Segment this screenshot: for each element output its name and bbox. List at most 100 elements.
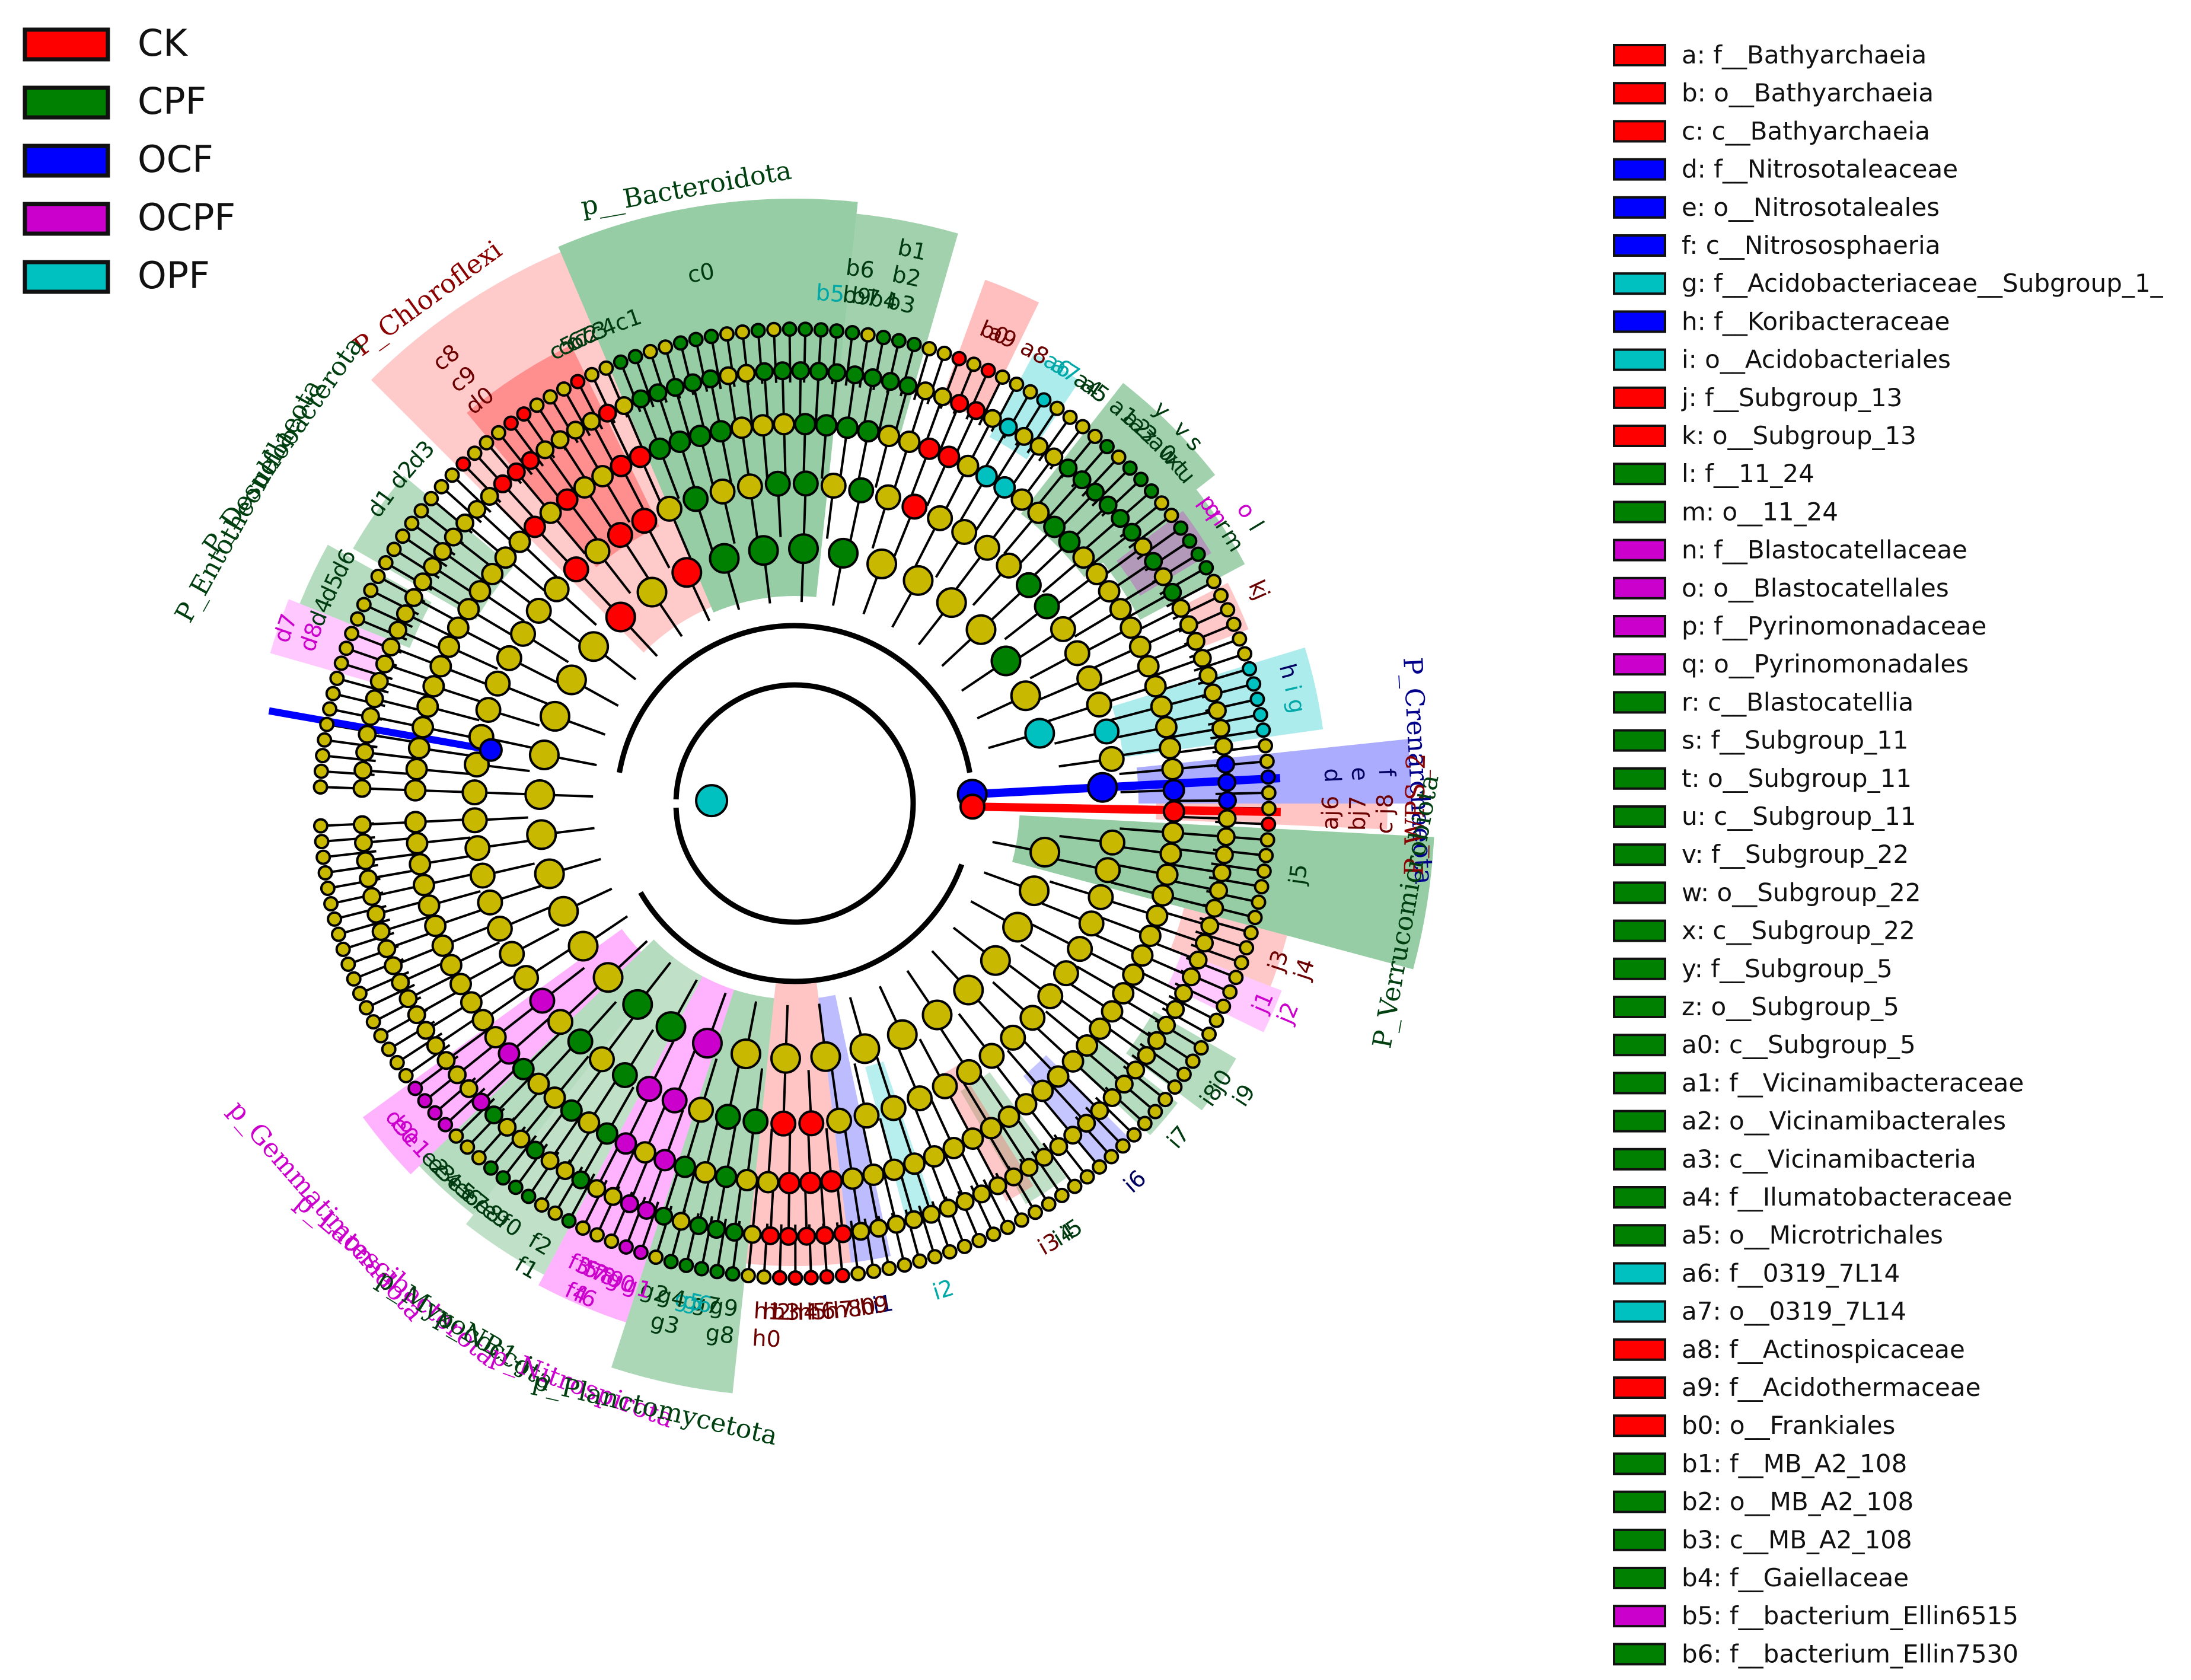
tree-branch	[1168, 994, 1217, 1022]
tree-node	[1254, 879, 1270, 895]
tree-node	[1216, 998, 1232, 1014]
key-swatch-y	[1613, 957, 1666, 980]
tree-node	[1209, 881, 1229, 900]
tree-ring-phylum-arc	[638, 863, 965, 984]
tree-node	[1047, 1065, 1070, 1088]
tree-node	[1216, 754, 1235, 774]
branch-wps2	[972, 802, 1281, 817]
tree-node	[325, 686, 341, 702]
key-swatch-l	[1613, 463, 1666, 486]
tree-node	[571, 1170, 591, 1190]
key-swatch-a6	[1613, 1262, 1666, 1285]
tree-node	[627, 349, 643, 365]
tree-node	[1076, 665, 1103, 692]
tree-node	[955, 1191, 975, 1211]
tree-node	[736, 473, 763, 500]
tree-node	[921, 1204, 941, 1224]
tree-node	[312, 779, 329, 795]
key-swatch-u	[1613, 805, 1666, 828]
tree-node	[352, 779, 372, 798]
tree-node	[942, 1136, 965, 1159]
tree-node	[779, 1226, 798, 1246]
tree-node	[1093, 718, 1120, 745]
tree-node	[1044, 447, 1064, 467]
tree-node	[611, 1061, 638, 1088]
tree-node	[436, 1051, 456, 1070]
tree-node	[535, 440, 555, 460]
tree-node	[921, 999, 953, 1031]
tree-node	[1014, 426, 1034, 446]
tree-node	[524, 779, 556, 810]
tree-node	[417, 894, 441, 917]
tree-node	[1062, 409, 1078, 425]
tree-node	[996, 552, 1022, 579]
key-swatch-p	[1613, 615, 1666, 637]
tree-node	[631, 389, 650, 409]
tree-node	[1111, 449, 1127, 465]
tree-node	[1087, 884, 1114, 910]
tree-node	[315, 748, 331, 764]
tree-node	[709, 478, 736, 505]
tree-node	[460, 991, 483, 1014]
phylum-label-p-wps-2: P_WPS_2	[1399, 753, 1432, 876]
tree-node	[950, 394, 969, 413]
tree-node	[1261, 801, 1277, 817]
tree-node	[730, 1038, 761, 1070]
tree-node	[1095, 857, 1121, 884]
tree-node	[503, 415, 519, 431]
tree-node	[358, 725, 377, 744]
key-swatch-q	[1613, 653, 1666, 676]
key-swatch-b1	[1613, 1452, 1666, 1475]
clade-code-e: e	[1347, 766, 1373, 782]
key-swatch-a2	[1613, 1110, 1666, 1133]
tree-node	[595, 1122, 618, 1145]
tree-node	[1258, 738, 1274, 754]
legend-label-ck: CK	[138, 21, 188, 65]
tree-node	[584, 538, 611, 565]
tree-node	[853, 1102, 880, 1129]
tree-node	[508, 530, 531, 553]
tree-ring-root	[673, 682, 916, 925]
tree-node	[1206, 573, 1222, 589]
clade-code-g5: g5	[672, 1285, 706, 1316]
tree-node	[798, 1110, 825, 1137]
tree-node	[1034, 1147, 1054, 1167]
tree-node	[350, 611, 366, 627]
tree-node	[798, 321, 814, 337]
tree-node	[1010, 488, 1034, 511]
tree-node	[778, 1171, 801, 1194]
tree-node	[1128, 635, 1152, 658]
tree-node	[1166, 1000, 1185, 1019]
tree-node	[688, 1096, 715, 1123]
clade-code-h9: h9	[858, 1290, 891, 1321]
tree-node	[448, 1065, 467, 1085]
tree-node	[1099, 439, 1115, 455]
sector-bacteroidota	[558, 199, 858, 613]
key-swatch-a1	[1613, 1072, 1666, 1095]
tree-node	[771, 1270, 787, 1286]
tree-node	[820, 1169, 843, 1193]
key-label-i: i: o__Acidobacteriales	[1682, 345, 1951, 374]
tree-node	[416, 695, 439, 718]
key-swatch-b5	[1613, 1605, 1666, 1628]
tree-node	[829, 323, 845, 339]
tree-node	[1233, 955, 1249, 971]
tree-node	[467, 445, 483, 461]
key-label-z: z: o__Subgroup_5	[1682, 992, 1899, 1021]
tree-node	[404, 588, 423, 607]
node-wps2	[959, 793, 986, 820]
tree-node	[1156, 863, 1179, 886]
key-label-r: r: c__Blastocatellia	[1682, 687, 1913, 716]
tree-node	[423, 557, 442, 576]
tree-node	[591, 464, 614, 487]
tree-node	[881, 1260, 897, 1276]
tree-node	[471, 1150, 487, 1166]
tree-node	[803, 1270, 819, 1286]
tree-node	[956, 1238, 972, 1254]
tree-node	[412, 874, 435, 897]
tree-node	[1260, 769, 1276, 785]
tree-node	[1078, 910, 1105, 937]
tree-node	[429, 655, 452, 678]
tree-node	[495, 1170, 511, 1186]
tree-node	[937, 445, 961, 468]
